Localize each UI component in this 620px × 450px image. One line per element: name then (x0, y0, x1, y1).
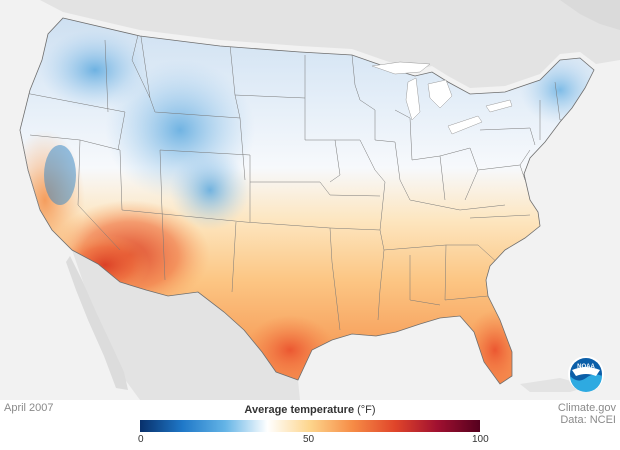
legend-title: Average temperature (°F) (140, 404, 480, 416)
map-canvas: NOAA (19, 0, 620, 400)
canada-landmass (40, 0, 620, 88)
noaa-logo-text: NOAA (577, 364, 595, 370)
noaa-logo: NOAA (568, 356, 604, 392)
legend-tick-0: 0 (138, 434, 144, 445)
legend-unit: (°F) (357, 404, 376, 416)
temperature-colorbar (140, 420, 480, 432)
credit-block: Climate.gov Data: NCEI (558, 402, 616, 426)
mexico-landmass (72, 250, 300, 400)
great-lakes (371, 61, 513, 135)
legend-title-text: Average temperature (244, 404, 355, 416)
date-label: April 2007 (4, 402, 54, 414)
credit-site: Climate.gov (557, 402, 616, 414)
legend-tick-50: 50 (303, 434, 315, 445)
state-borders (20, 29, 576, 331)
legend-tick-100: 100 (472, 434, 489, 445)
map-footer: April 2007 Average temperature (°F) 0 50… (0, 400, 620, 450)
credit-source: Data: NCEI (560, 414, 616, 426)
